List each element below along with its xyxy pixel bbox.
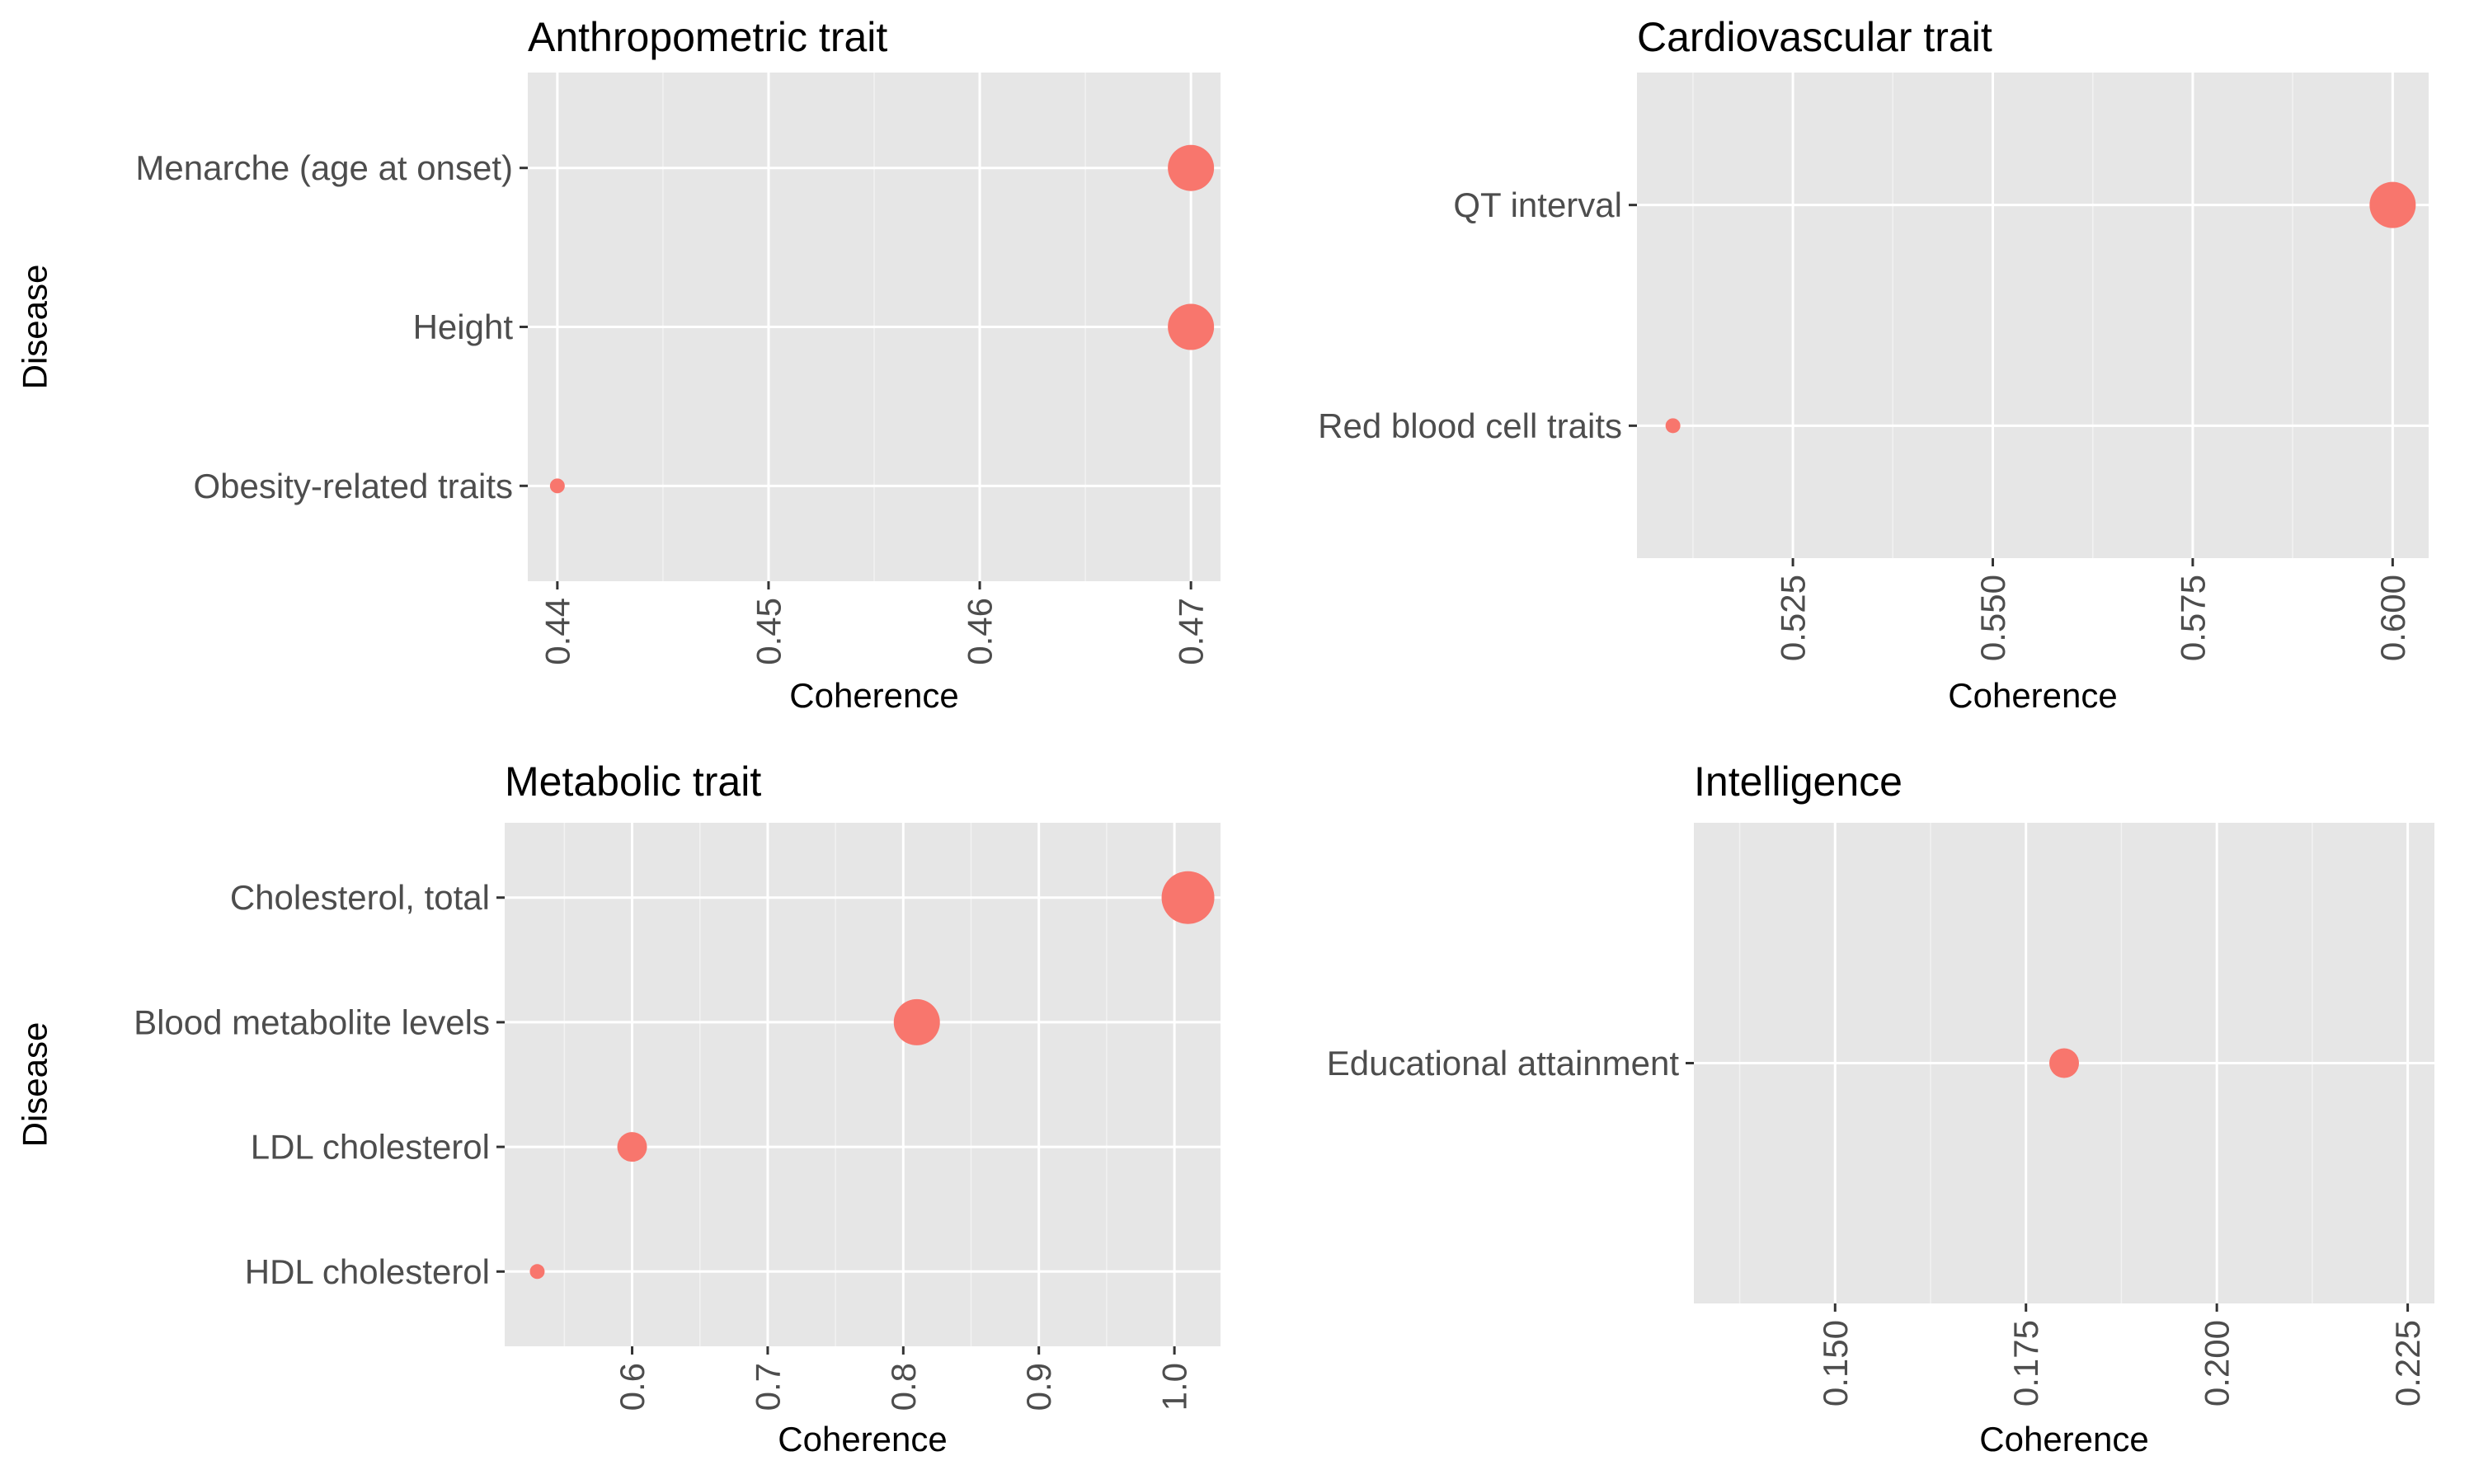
x-axis-title: Coherence	[789, 676, 958, 715]
y-tick-label-height: Height	[413, 308, 514, 346]
x-tick-label: 0.200	[2198, 1320, 2236, 1407]
y-tick-label-hdl-cholesterol: HDL cholesterol	[245, 1252, 490, 1291]
point-obesity-related-traits	[549, 478, 565, 494]
x-axis-title: Coherence	[1979, 1420, 2148, 1458]
point-ldl-cholesterol	[617, 1132, 647, 1162]
y-tick-label-blood-metabolite-levels: Blood metabolite levels	[134, 1003, 490, 1041]
panel-anthropometric-trait: Menarche (age at onset) Height Obesity-rel…	[16, 14, 1221, 715]
x-tick-label: 0.47	[1172, 598, 1211, 665]
panel-title: Anthropometric trait	[528, 14, 887, 60]
y-axis-title: Disease	[16, 265, 54, 390]
x-tick-label: 0.600	[2373, 575, 2412, 661]
x-tick-label: 0.8	[884, 1363, 923, 1411]
x-tick-label: 1.0	[1155, 1363, 1194, 1411]
point-menarche-age-at-onset	[1168, 144, 1215, 191]
x-tick-label: 0.150	[1816, 1320, 1855, 1407]
point-educational-attainment	[2049, 1048, 2079, 1078]
y-tick-label-educational-attainment: Educational attainment	[1327, 1044, 1680, 1082]
point-blood-metabolite-levels	[893, 998, 940, 1045]
plot-panel	[505, 823, 1221, 1346]
point-cholesterol-total	[1161, 871, 1215, 924]
x-tick-label: 0.7	[748, 1363, 787, 1411]
x-tick-label: 0.175	[2006, 1320, 2045, 1407]
plot-panel	[1637, 73, 2429, 558]
y-tick-label-menarche-age-at-onset: Menarche (age at onset)	[135, 148, 513, 187]
point-height	[1168, 303, 1215, 350]
y-tick-label-obesity-related-traits: Obesity-related traits	[194, 467, 513, 505]
panel-title: Metabolic trait	[505, 758, 761, 805]
x-tick-label: 0.46	[961, 598, 999, 665]
panel-intelligence: Educational attainment 0.150 0.175 0.200 0.2…	[1327, 758, 2434, 1458]
x-axis-title: Coherence	[1948, 676, 2117, 715]
point-red-blood-cell-traits	[1665, 418, 1681, 434]
panel-metabolic-trait: Cholesterol, total Blood metabolite level…	[16, 758, 1221, 1458]
x-axis-title: Coherence	[778, 1420, 947, 1458]
y-tick-label-red-blood-cell-traits: Red blood cell traits	[1318, 406, 1622, 445]
x-tick-label: 0.9	[1019, 1363, 1058, 1411]
y-tick-label-qt-interval: QT interval	[1453, 186, 1622, 224]
x-tick-label: 0.225	[2388, 1320, 2427, 1407]
panel-cardiovascular-trait: QT interval Red blood cell traits 0.525 0.5…	[1318, 14, 2429, 715]
panel-title: Intelligence	[1694, 758, 1903, 805]
x-tick-label: 0.550	[1973, 575, 2012, 661]
x-tick-label: 0.45	[749, 598, 788, 665]
panel-title: Cardiovascular trait	[1637, 14, 1992, 60]
x-tick-label: 0.525	[1774, 575, 1813, 661]
y-tick-label-ldl-cholesterol: LDL cholesterol	[251, 1128, 490, 1167]
y-axis-title: Disease	[16, 1022, 54, 1148]
x-tick-label: 0.6	[613, 1363, 651, 1411]
x-tick-label: 0.44	[538, 598, 576, 665]
x-tick-label: 0.575	[2173, 575, 2212, 661]
y-tick-label-cholesterol-total: Cholesterol, total	[230, 878, 490, 917]
point-qt-interval	[2369, 181, 2416, 228]
point-hdl-cholesterol	[529, 1264, 545, 1280]
